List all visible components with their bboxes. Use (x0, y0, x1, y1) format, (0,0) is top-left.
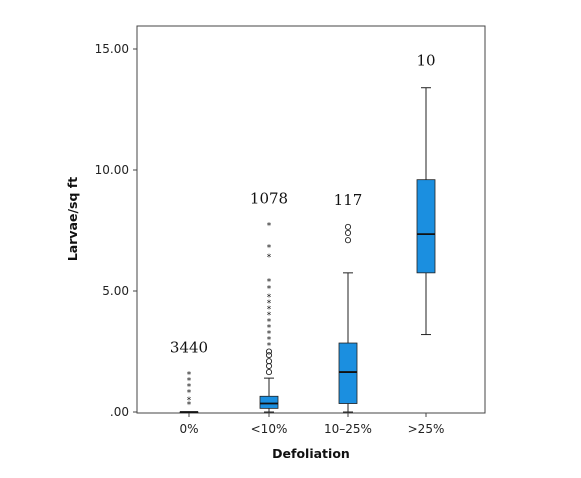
outlier-star: * (187, 377, 192, 387)
outlier-star: * (267, 341, 272, 351)
box-group: 10 (416, 52, 436, 336)
box (338, 342, 358, 404)
box-group: ******3440 (170, 338, 208, 413)
outlier-star: * (187, 383, 192, 393)
y-tick-label: .00 (110, 405, 129, 419)
outlier-star: * (267, 299, 272, 309)
y-tick-label: 15.00 (95, 42, 129, 56)
y-axis-title: Larvae/sq ft (65, 177, 80, 261)
y-tick-label: 5.00 (102, 284, 129, 298)
x-tick-label: <10% (251, 422, 288, 436)
x-tick-label: >25% (408, 422, 445, 436)
x-tick-label: 0% (179, 422, 198, 436)
outlier-star: * (267, 323, 272, 333)
outlier-star: * (267, 293, 272, 303)
count-label: 117 (334, 191, 363, 209)
outlier-circle (344, 223, 352, 230)
count-label: 1078 (250, 190, 288, 208)
outlier-star: * (267, 253, 272, 263)
count-label: 10 (416, 52, 435, 70)
box-group: **************1078 (250, 190, 288, 413)
outlier-star: * (187, 389, 192, 399)
outlier-circle (265, 352, 273, 359)
outlier-star: * (187, 396, 192, 406)
outlier-star: * (267, 335, 272, 345)
y-axis: .00 5.00 10.00 15.00 (95, 42, 137, 419)
x-tick-label: 10–25% (324, 422, 372, 436)
outlier-circle (265, 369, 273, 376)
outlier-star: * (187, 370, 192, 380)
outlier-circle (344, 237, 352, 244)
y-tick-label: 10.00 (95, 163, 129, 177)
outlier-star: * (267, 305, 272, 315)
box (416, 179, 436, 274)
outlier-star: * (267, 317, 272, 327)
outlier-star: * (267, 311, 272, 321)
x-axis-title: Defoliation (272, 446, 350, 461)
outlier-star: * (267, 243, 272, 253)
box (259, 395, 279, 409)
outlier-circle (265, 348, 273, 355)
x-axis: 0% <10% 10–25% >25% (179, 413, 444, 436)
outlier-star: * (267, 285, 272, 295)
outlier-star: * (187, 401, 192, 411)
count-label: 3440 (170, 338, 208, 356)
box-group: 117 (334, 191, 363, 413)
outlier-star: * (267, 277, 272, 287)
outlier-circle (344, 229, 352, 236)
outlier-star: * (267, 329, 272, 339)
outlier-star: * (267, 222, 272, 232)
outlier-circle (265, 358, 273, 365)
